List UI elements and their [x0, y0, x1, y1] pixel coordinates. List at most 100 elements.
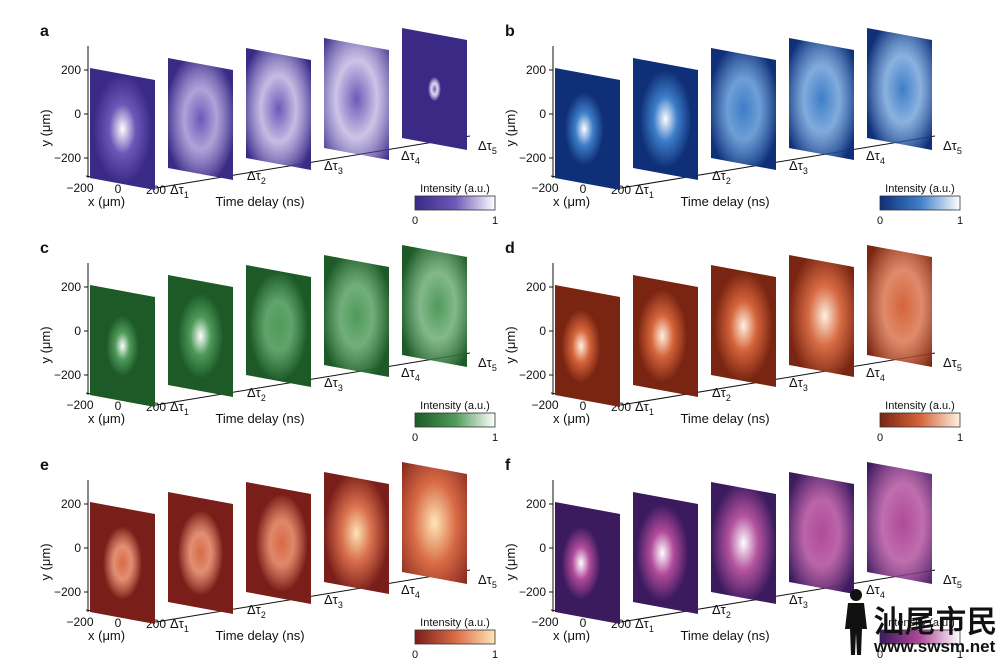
time-axis [620, 352, 936, 406]
y-tick-label: −200 [519, 151, 546, 165]
colorbar-title: Intensity (a.u.) [885, 183, 955, 195]
image-slab-3 [246, 48, 311, 170]
delay-label-2: Δτ2 [712, 385, 731, 403]
x-axis-label: x (μm) [553, 628, 590, 643]
y-tick-label: 0 [539, 324, 546, 338]
time-axis [155, 135, 471, 189]
colorbar [879, 629, 961, 645]
delay-label-3: Δτ3 [789, 592, 808, 610]
image-slab-3 [711, 265, 776, 387]
image-slab-5 [867, 245, 932, 367]
delay-label-4: Δτ4 [401, 148, 420, 166]
image-slab-2 [633, 492, 698, 614]
panel-letter: c [40, 240, 49, 257]
colorbar-title: Intensity (a.u.) [420, 400, 490, 412]
time-axis [620, 135, 936, 189]
colorbar [879, 412, 961, 428]
time-axis-label: Time delay (ns) [680, 628, 769, 643]
x-tick-label: 0 [580, 399, 587, 413]
delay-label-2: Δτ2 [247, 168, 266, 186]
colorbar-title: Intensity (a.u.) [885, 617, 955, 629]
delay-label-4: Δτ4 [866, 582, 885, 600]
y-tick-label: 0 [539, 541, 546, 555]
panel-letter: f [505, 457, 511, 474]
y-axis-label: y (μm) [503, 326, 518, 363]
y-tick-label: 0 [74, 107, 81, 121]
time-axis-label: Time delay (ns) [215, 411, 304, 426]
delay-label-5: Δτ5 [478, 572, 497, 590]
y-tick-label: 200 [61, 497, 81, 511]
image-slab-2 [168, 275, 233, 397]
time-axis [155, 569, 471, 623]
delay-label-1: Δτ1 [635, 616, 654, 634]
colorbar-max: 1 [492, 649, 498, 661]
delay-label-1: Δτ1 [170, 616, 189, 634]
time-axis [155, 352, 471, 406]
x-tick-label: 0 [580, 182, 587, 196]
delay-label-2: Δτ2 [712, 168, 731, 186]
delay-label-2: Δτ2 [247, 602, 266, 620]
y-tick-label: 200 [526, 280, 546, 294]
watermark-text: 汕尾市民网 [874, 605, 1000, 640]
y-tick-label: 0 [539, 107, 546, 121]
colorbar-min: 0 [412, 432, 418, 444]
delay-label-5: Δτ5 [943, 355, 962, 373]
delay-label-1: Δτ1 [170, 399, 189, 417]
colorbar-max: 1 [957, 215, 963, 227]
delay-label-1: Δτ1 [635, 399, 654, 417]
y-axis-label: y (μm) [38, 543, 53, 580]
image-slab-5 [402, 245, 467, 367]
image-slab-4 [324, 38, 389, 160]
image-slab-3 [246, 265, 311, 387]
time-axis-label: Time delay (ns) [215, 194, 304, 209]
delay-label-2: Δτ2 [247, 385, 266, 403]
panel-letter: d [505, 240, 515, 257]
image-slab-5 [867, 462, 932, 584]
panel-letter: a [40, 23, 49, 40]
panel-letter: b [505, 23, 515, 40]
image-slab-2 [633, 275, 698, 397]
y-tick-label: 0 [74, 324, 81, 338]
colorbar-max: 1 [492, 215, 498, 227]
y-tick-label: 0 [74, 541, 81, 555]
x-tick-label: 0 [115, 616, 122, 630]
delay-label-1: Δτ1 [635, 182, 654, 200]
x-tick-label: −200 [531, 181, 558, 195]
y-tick-label: 200 [526, 63, 546, 77]
image-slab-4 [324, 472, 389, 594]
delay-label-5: Δτ5 [478, 138, 497, 156]
delay-label-2: Δτ2 [712, 602, 731, 620]
x-axis-label: x (μm) [88, 411, 125, 426]
colorbar-title: Intensity (a.u.) [420, 183, 490, 195]
colorbar-min: 0 [877, 649, 883, 661]
watermark-url: www.swsm.net [874, 637, 996, 656]
colorbar-title: Intensity (a.u.) [420, 617, 490, 629]
delay-label-1: Δτ1 [170, 182, 189, 200]
delay-label-3: Δτ3 [324, 592, 343, 610]
y-tick-label: −200 [54, 151, 81, 165]
colorbar [414, 412, 496, 428]
image-slab-4 [789, 472, 854, 594]
x-axis-label: x (μm) [88, 628, 125, 643]
image-slab-4 [789, 255, 854, 377]
x-axis-label: x (μm) [88, 194, 125, 209]
delay-label-3: Δτ3 [789, 158, 808, 176]
colorbar-title: Intensity (a.u.) [885, 400, 955, 412]
time-axis [620, 569, 936, 623]
x-tick-label: −200 [531, 615, 558, 629]
image-slab-2 [168, 492, 233, 614]
y-axis-label: y (μm) [503, 543, 518, 580]
colorbar-min: 0 [877, 215, 883, 227]
delay-label-3: Δτ3 [789, 375, 808, 393]
delay-label-4: Δτ4 [866, 148, 885, 166]
colorbar-max: 1 [957, 432, 963, 444]
x-axis-label: x (μm) [553, 411, 590, 426]
x-tick-label: 0 [580, 616, 587, 630]
image-slab-2 [168, 58, 233, 180]
image-slab-2 [633, 58, 698, 180]
delay-label-4: Δτ4 [401, 365, 420, 383]
